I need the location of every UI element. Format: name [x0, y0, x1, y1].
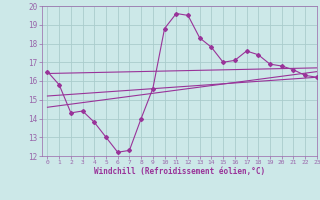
X-axis label: Windchill (Refroidissement éolien,°C): Windchill (Refroidissement éolien,°C) [94, 167, 265, 176]
